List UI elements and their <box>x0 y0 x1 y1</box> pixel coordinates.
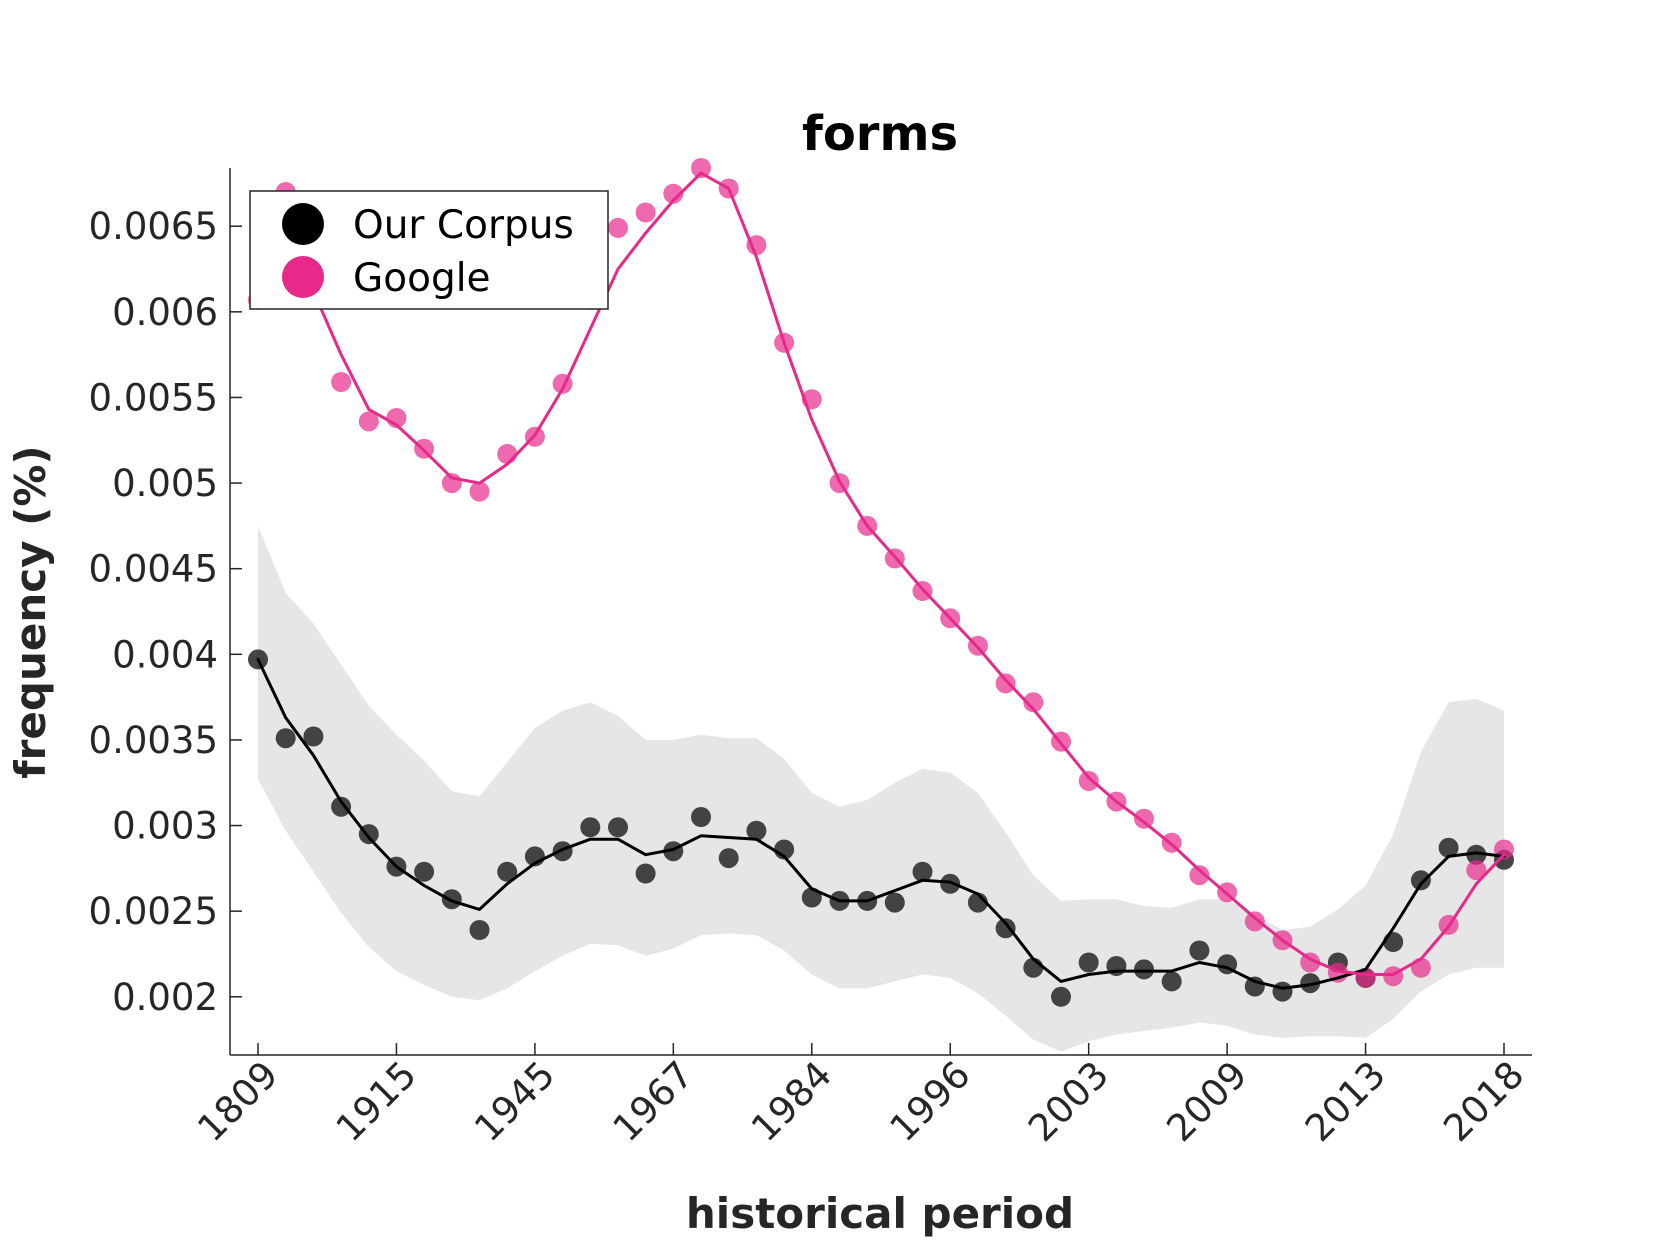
our-corpus-point <box>635 863 656 884</box>
y-tick-label: 0.0065 <box>89 205 218 248</box>
google-point <box>691 158 711 178</box>
google-point <box>746 235 767 256</box>
our-corpus-point <box>275 728 296 749</box>
our-corpus-point <box>746 820 767 841</box>
our-corpus-point <box>1161 971 1182 992</box>
our-corpus-point <box>1272 981 1293 1002</box>
our-corpus-point <box>718 848 739 869</box>
y-tick-label: 0.005 <box>112 462 218 505</box>
our-corpus-point <box>1410 870 1431 891</box>
chart-title: forms <box>802 106 958 162</box>
our-corpus-point <box>912 861 933 882</box>
our-corpus-point <box>1438 837 1459 858</box>
our-corpus-point <box>884 892 905 913</box>
legend-label-google: Google <box>353 256 491 301</box>
google-point <box>1134 808 1154 829</box>
our-corpus-point <box>995 918 1016 939</box>
plot-area <box>248 158 1514 1052</box>
legend: Our Corpus Google <box>249 190 609 310</box>
our-corpus-point <box>1300 973 1321 994</box>
y-tick-label: 0.004 <box>112 633 218 676</box>
y-ticks: 0.002 0.0025 0.003 0.0035 0.004 0.0045 0.005 0.… <box>89 205 242 1019</box>
y-tick-label: 0.0025 <box>89 890 218 933</box>
google-point <box>1078 771 1099 791</box>
google-point <box>1466 860 1487 881</box>
our-corpus-point <box>497 861 518 882</box>
y-tick-label: 0.0055 <box>89 376 218 419</box>
legend-label-our-corpus: Our Corpus <box>353 203 574 248</box>
google-point <box>469 481 490 502</box>
google-point <box>1244 911 1265 932</box>
google-point <box>1189 865 1210 886</box>
our-corpus-point <box>1466 844 1487 865</box>
axes <box>229 168 1532 1056</box>
google-point <box>331 372 352 392</box>
our-corpus-point <box>303 726 324 747</box>
our-corpus-point <box>1383 932 1404 952</box>
y-axis-label: frequency (%) <box>6 445 55 778</box>
google-smooth-line <box>256 171 1506 976</box>
y-tick-label: 0.0035 <box>89 719 218 762</box>
our-corpus-point <box>552 841 573 862</box>
our-corpus-point <box>414 861 435 882</box>
our-corpus-point <box>1051 986 1071 1007</box>
google-point <box>358 411 379 432</box>
y-tick-label: 0.002 <box>112 976 218 1019</box>
our-corpus-point <box>469 920 490 940</box>
legend-marker-our-corpus <box>282 203 324 245</box>
our-corpus-point <box>691 807 711 827</box>
our-corpus-point <box>608 817 628 838</box>
our-corpus-point <box>580 817 601 838</box>
google-point <box>1023 692 1044 713</box>
our-corpus-confidence-band <box>258 525 1504 1052</box>
x-axis-label: historical period <box>686 1189 1074 1238</box>
our-corpus-smooth-line <box>256 657 1506 990</box>
our-corpus-point <box>1078 952 1099 973</box>
our-corpus-point <box>331 796 352 817</box>
google-point <box>663 183 684 204</box>
legend-marker-google <box>282 256 324 298</box>
our-corpus-point <box>940 873 961 894</box>
google-point <box>995 673 1016 694</box>
y-tick-label: 0.006 <box>112 291 218 334</box>
y-tick-label: 0.0045 <box>89 548 218 591</box>
y-tick-label: 0.003 <box>112 805 218 848</box>
google-point <box>608 217 628 238</box>
our-corpus-point <box>1189 940 1210 961</box>
our-corpus-point <box>1134 959 1154 980</box>
google-point <box>635 202 656 223</box>
google-point <box>497 444 518 464</box>
